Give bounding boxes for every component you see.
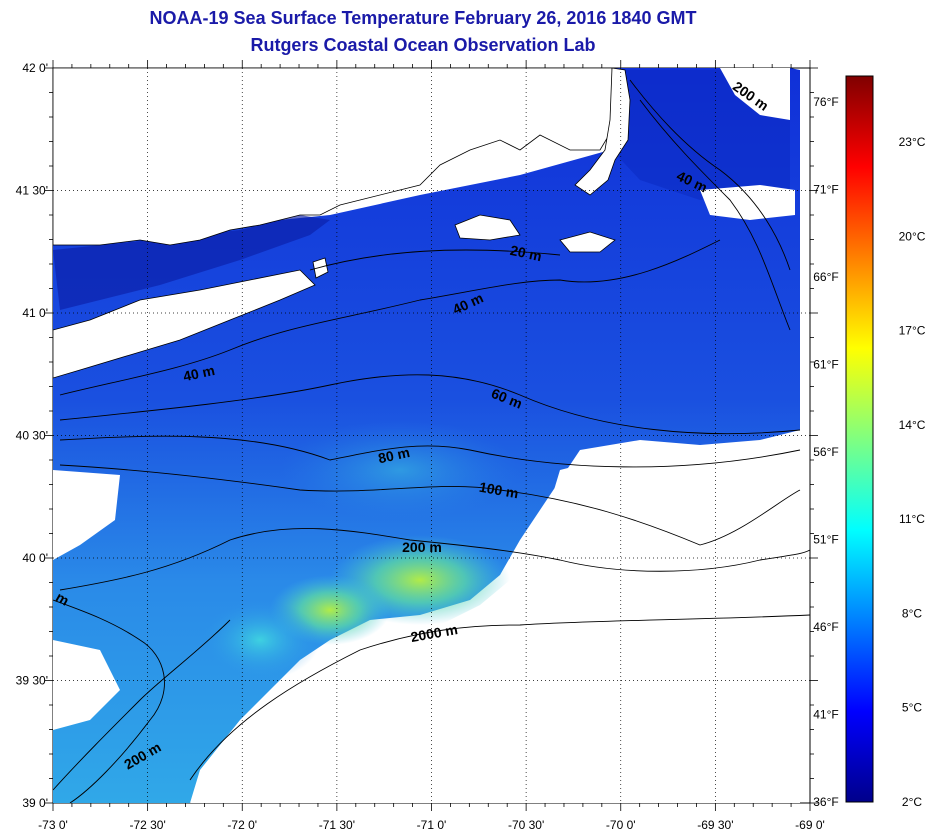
contour-label: 20 m [509,242,544,264]
colorbar-fahrenheit-label: 76°F [813,95,838,109]
colorbar [845,75,874,803]
axis-ticks: -73 0' -72 30' -72 0' -71 30' -71 0' -70 30' -… [16,60,825,832]
colorbar-celsius-label: 11°C [899,512,925,526]
depth-contours [53,79,810,803]
colorbar-fahrenheit-label: 66°F [813,270,838,284]
contour-label: 200 m [402,539,442,555]
contour-100m [59,464,801,546]
contour-canyon [629,79,791,271]
colorbar-celsius-label: 2°C [902,795,922,809]
lat-tick-label: 39 30' [16,674,48,688]
colorbar-fahrenheit-label: 61°F [813,358,838,372]
contour-label: 100 m [478,479,520,502]
lon-tick-label: -72 0' [227,818,257,832]
contour-200m-south [53,619,231,791]
connecticut-rhode-island-coast [53,68,613,246]
colorbar-celsius-label: 17°C [899,324,926,338]
warm-patch [200,600,320,680]
contour-40m [59,239,721,396]
colorbar-celsius-label: 20°C [899,229,926,243]
cloud-mask [700,185,795,220]
lat-tick-label: 40 0' [22,551,48,565]
colorbar-fahrenheit-label: 51°F [813,533,838,547]
lat-tick-label: 41 30' [16,184,48,198]
contour-200m [59,528,810,591]
cloud-mask [53,640,120,730]
colorbar-fahrenheit-label: 56°F [813,445,838,459]
lat-tick-label: 39 0' [22,796,48,810]
contour-label: 80 m [377,444,412,466]
long-island [53,269,316,379]
contour-2000m [189,614,810,781]
colorbar-fahrenheit-label: 41°F [813,708,838,722]
lat-tick-label: 40 30' [16,429,48,443]
lon-tick-label: -70 30' [508,818,544,832]
colorbar-labels: 2°C 5°C 8°C 11°C 14°C 17°C 20°C 23°C 36°F 41°F 46°… [813,95,925,809]
colorbar-celsius-label: 23°C [899,135,926,149]
cloud-mask [53,470,120,560]
lon-tick-label: -73 0' [38,818,68,832]
lon-tick-label: -72 30' [129,818,165,832]
cloud-mask [720,68,790,120]
colorbar-celsius-label: 5°C [902,701,922,715]
lat-lon-grid [53,68,810,803]
lat-tick-label: 42 0' [22,61,48,75]
nantucket [559,231,616,253]
map-subtitle: Rutgers Coastal Ocean Observation Lab [250,35,596,55]
colorbar-celsius-label: 8°C [902,606,922,620]
lon-tick-label: -69 0' [795,818,825,832]
lon-tick-label: -71 0' [417,818,447,832]
sst-field [53,68,810,803]
colorbar-fahrenheit-label: 71°F [813,183,838,197]
lon-tick-label: -70 0' [606,818,636,832]
colorbar-fahrenheit-label: 46°F [813,620,838,634]
cloud-mask [190,440,800,803]
cape-cod [574,68,631,196]
lon-tick-label: -69 30' [697,818,733,832]
block-island [312,257,329,279]
warm-patch [280,420,520,520]
marthas-vineyard [454,214,521,241]
colorbar-fahrenheit-label: 36°F [813,795,838,809]
contour-canyon [639,99,791,331]
lon-tick-label: -71 30' [319,818,355,832]
colorbar-celsius-label: 14°C [899,418,926,432]
contour-60m [59,374,801,435]
map-title: NOAA-19 Sea Surface Temperature February… [149,8,697,28]
contour-label: 40 m [182,362,217,384]
lat-tick-label: 41 0' [22,306,48,320]
cold-nearshore [53,215,330,310]
contour-ridge [53,599,165,803]
contour-80m [59,435,801,468]
contour-20m [309,249,561,271]
